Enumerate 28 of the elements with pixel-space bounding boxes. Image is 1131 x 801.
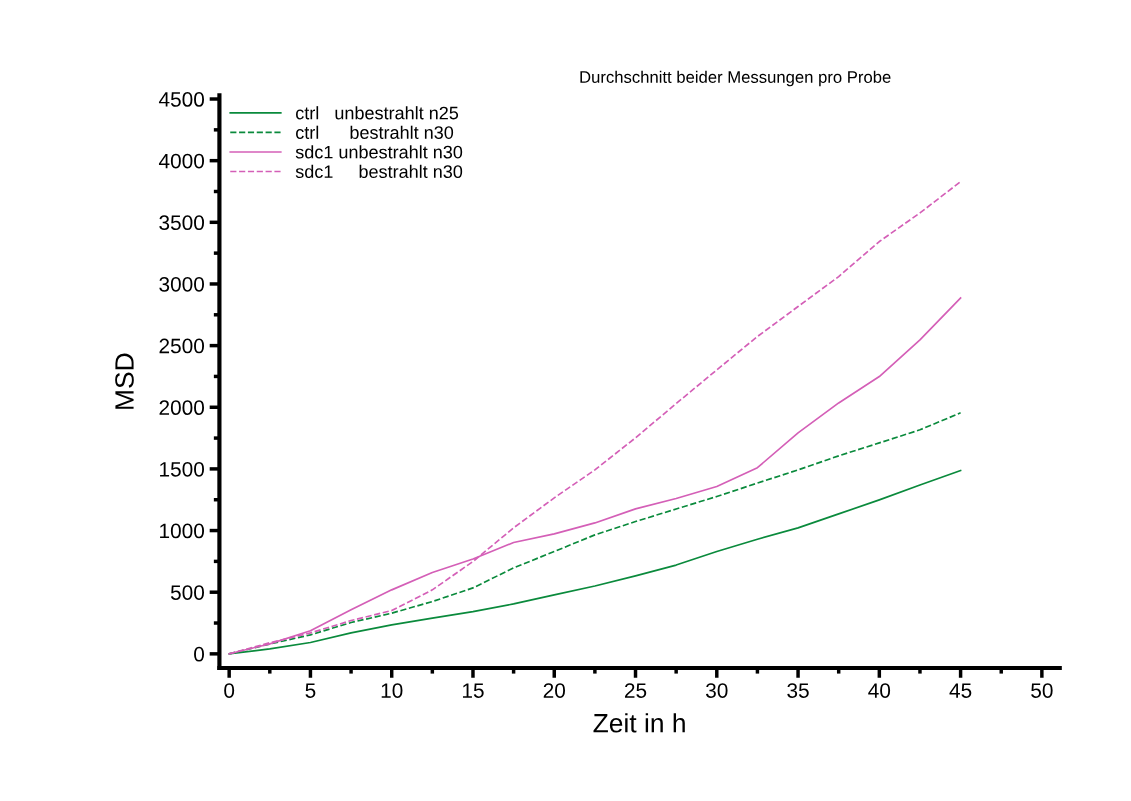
legend-label: sdc1 bestrahlt n30 [295,164,463,179]
x-tick-label: 0 [224,683,235,698]
legend-label: sdc1 unbestrahlt n30 [295,145,463,159]
y-tick-label: 500 [170,585,205,600]
legend-label: ctrl bestrahlt n30 [296,125,454,139]
y-tick-label: 2500 [159,338,205,354]
y-tick-label: 3500 [159,215,205,231]
y-tick-label: 1500 [160,461,205,477]
y-tick-label: 2000 [159,400,205,416]
x-tick-label: 45 [949,683,972,698]
x-axis-title: Zeit in h [593,713,685,733]
chart-title: Durchschnitt beider Messungen pro Probe [580,70,891,87]
y-tick-label: 4500 [158,92,205,107]
y-tick-label: 1000 [160,523,205,539]
y-axis-title: MSD [115,353,134,409]
x-tick-label: 10 [381,683,403,698]
x-tick-label: 35 [787,683,809,698]
x-tick-label: 5 [305,683,316,698]
x-tick-label: 50 [1031,683,1053,698]
x-tick-label: 30 [706,683,728,698]
y-tick-label: 3000 [159,276,205,292]
y-tick-label: 4000 [158,153,205,169]
y-tick-label: 0 [194,646,205,662]
x-tick-label: 40 [868,683,891,698]
legend-label: ctrl unbestrahlt n25 [296,106,459,120]
x-tick-label: 15 [462,683,484,698]
x-tick-label: 20 [543,683,566,698]
x-tick-label: 25 [624,683,647,698]
